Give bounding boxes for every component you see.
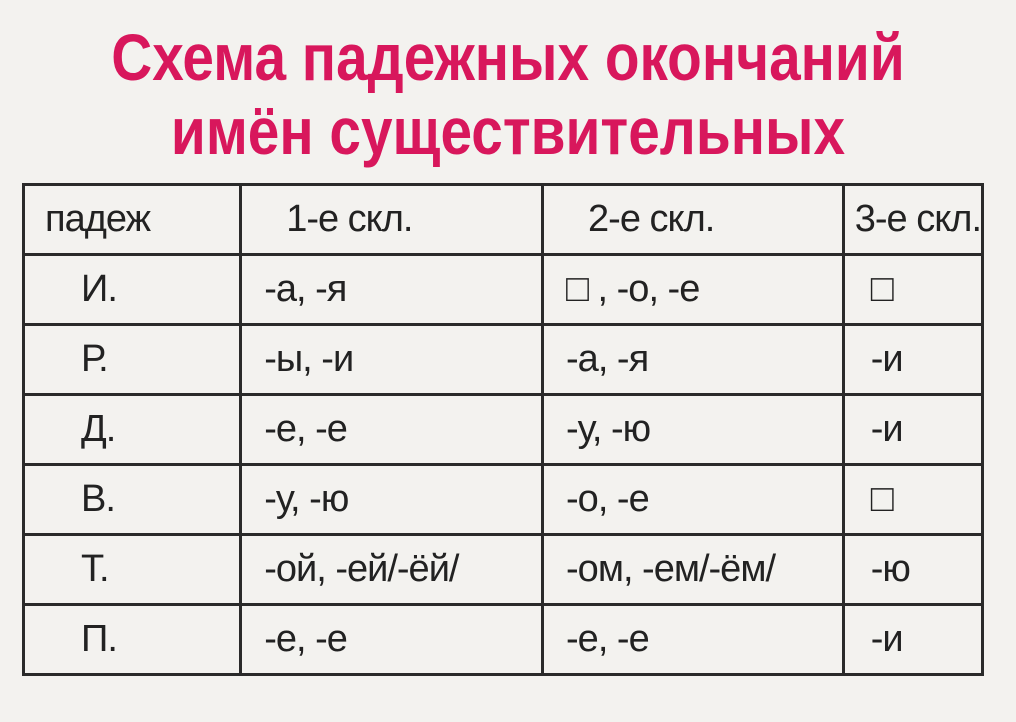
ending-cell: -и (841, 393, 985, 466)
header-decl-2: 2-е скл. (541, 183, 845, 256)
case-endings-table: падеж 1-е скл. 2-е скл. 3-е скл. И. -а, -… (21, 183, 985, 676)
ending-cell: -ю (841, 533, 985, 606)
ending-cell: -е, -е (541, 603, 845, 676)
ending-cell: -и (841, 323, 985, 396)
ending-cell: □ (841, 463, 985, 536)
ending-cell: -е, -е (239, 393, 545, 466)
title-line-1: Схема падежных окончаний (111, 20, 905, 94)
case-cell: И. (21, 253, 243, 326)
case-cell: Д. (21, 393, 243, 466)
table-row: П. -е, -е -е, -е -и (21, 603, 985, 676)
ending-cell: -е, -е (239, 603, 545, 676)
case-cell: П. (21, 603, 243, 676)
ending-cell: -ы, -и (239, 323, 545, 396)
ending-cell: -у, -ю (239, 463, 545, 536)
header-row: падеж 1-е скл. 2-е скл. 3-е скл. (21, 183, 985, 256)
title-line-2: имён существительных (170, 94, 846, 168)
ending-cell: -ом, -ем/-ём/ (541, 533, 845, 606)
table-row: И. -а, -я □ , -о, -е □ (21, 253, 985, 326)
header-decl-3: 3-е скл. (841, 183, 985, 256)
table-row: Р. -ы, -и -а, -я -и (21, 323, 985, 396)
ending-cell: □ (841, 253, 985, 326)
ending-cell: -а, -я (541, 323, 845, 396)
table-row: Т. -ой, -ей/-ёй/-ом, -ем/-ём/-ю (21, 533, 985, 606)
case-cell: Т. (21, 533, 243, 606)
ending-cell: □ , -о, -е (541, 253, 845, 326)
header-decl-1: 1-е скл. (239, 183, 545, 256)
table-row: Д. -е, -е -у, -ю -и (21, 393, 985, 466)
ending-cell: -и (841, 603, 985, 676)
ending-cell: -у, -ю (541, 393, 845, 466)
header-case: падеж (21, 183, 243, 256)
ending-cell: -о, -е (541, 463, 845, 536)
ending-cell: -ой, -ей/-ёй/ (239, 533, 545, 606)
case-cell: В. (21, 463, 243, 536)
ending-cell: -а, -я (239, 253, 545, 326)
table-row: В. -у, -ю -о, -е □ (21, 463, 985, 536)
case-cell: Р. (21, 323, 243, 396)
